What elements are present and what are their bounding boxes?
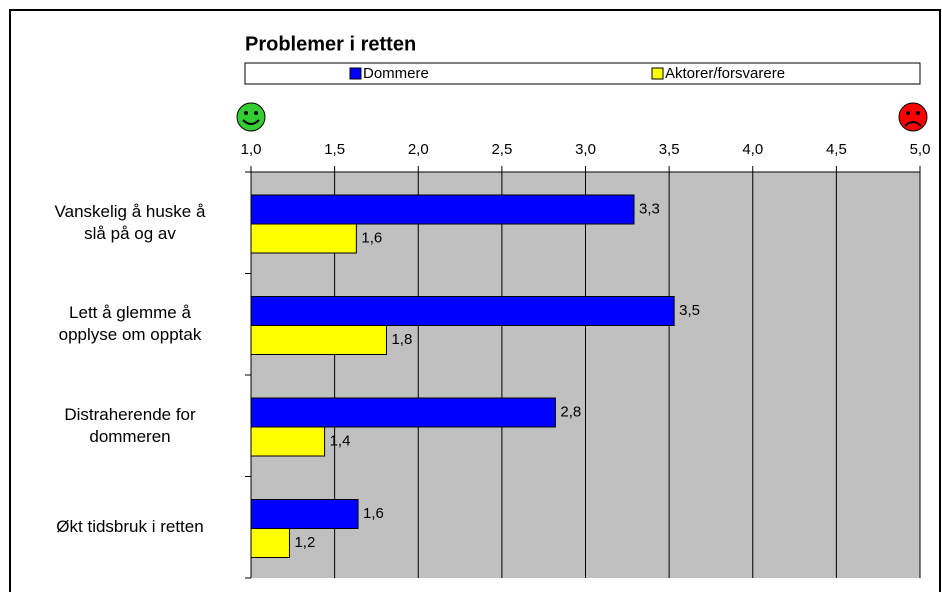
data-label: 1,6	[361, 229, 382, 246]
legend-box	[244, 62, 921, 85]
y-tick-label: Lett å glemme å opplyse om opptak	[58, 303, 202, 345]
x-tick-label: 1,0	[241, 141, 262, 158]
bar	[250, 223, 357, 254]
bar	[250, 397, 556, 428]
y-tick-label: Vanskelig å huske å slå på og av	[54, 201, 206, 243]
data-label: 2,8	[560, 403, 581, 420]
data-label: 1,2	[294, 534, 315, 551]
x-tick-label: 3,5	[659, 141, 680, 158]
frame	[9, 9, 941, 592]
data-label: 1,8	[391, 331, 412, 348]
bar	[250, 426, 326, 457]
legend-swatch	[349, 67, 362, 80]
sad-face	[898, 102, 928, 132]
x-tick-label: 2,5	[491, 141, 512, 158]
x-tick-label: 1,5	[324, 141, 345, 158]
y-tick-label: Økt tidsbruk i retten	[56, 517, 204, 537]
legend-swatch	[651, 67, 664, 80]
bar	[250, 325, 387, 355]
x-tick-label: 4,0	[742, 141, 763, 158]
chart-title: Problemer i retten	[245, 33, 416, 55]
x-tick-label: 4,5	[826, 141, 847, 158]
bar	[250, 296, 675, 326]
data-label: 1,6	[363, 505, 384, 522]
y-tick-label: Distraherende for dommeren	[64, 404, 196, 446]
legend-label: Dommere	[363, 65, 429, 82]
bar	[250, 528, 290, 558]
data-label: 3,3	[639, 200, 660, 217]
data-label: 3,5	[679, 302, 700, 319]
happy-face	[236, 102, 266, 132]
x-tick-label: 3,0	[575, 141, 596, 158]
x-tick-label: 5,0	[910, 141, 931, 158]
legend-label: Aktorer/forsvarere	[665, 65, 785, 82]
x-tick-label: 2,0	[408, 141, 429, 158]
data-label: 1,4	[330, 432, 351, 449]
bar	[250, 499, 359, 529]
bar	[250, 194, 635, 225]
